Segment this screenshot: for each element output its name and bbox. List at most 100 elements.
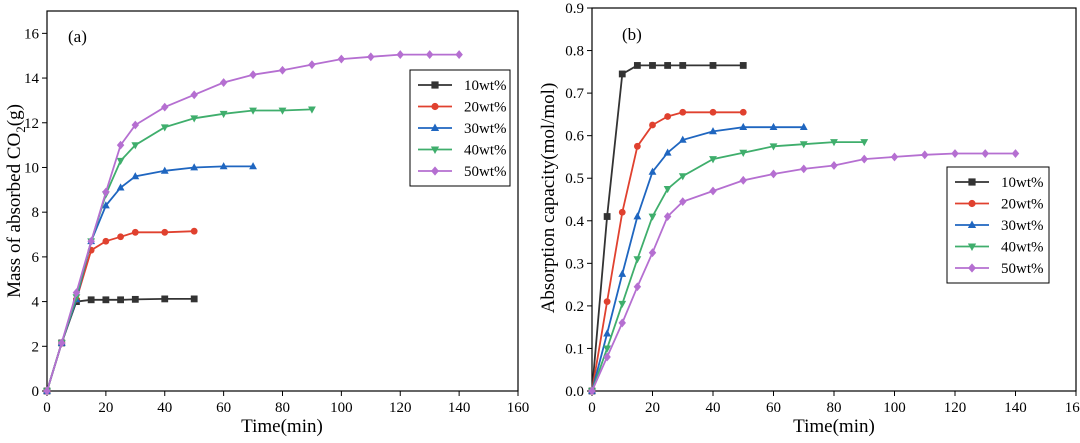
data-point-b-1-8 [739, 108, 747, 116]
data-point-a-3-7 [160, 124, 169, 132]
legend-label-b-4: 50wt% [1001, 261, 1044, 277]
data-point-a-4-11 [278, 65, 287, 75]
data-point-a-1-7 [161, 228, 169, 236]
data-point-b-2-7 [709, 127, 717, 135]
data-point-b-3-10 [799, 141, 808, 149]
data-point-b-4-14 [921, 150, 929, 160]
series-line-b-4 [591, 152, 1016, 392]
data-point-b-2-4 [648, 167, 657, 175]
legend-marker-b-2 [967, 220, 977, 229]
data-point-b-4-9 [769, 169, 778, 179]
y-tick-label-b-2: 0.2 [565, 299, 584, 315]
data-point-b-2-6 [678, 135, 687, 143]
data-point-b-3-12 [860, 139, 869, 147]
x-tick-label-b-2: 40 [706, 400, 721, 416]
data-point-a-4-8 [190, 90, 198, 100]
data-point-b-1-4 [649, 121, 656, 129]
data-point-b-4-0 [588, 386, 596, 396]
y-tick-label-a-8: 16 [24, 26, 40, 42]
data-point-a-0-5 [117, 296, 124, 304]
data-point-a-4-13 [337, 54, 346, 64]
data-point-a-4-10 [249, 70, 257, 80]
data-point-a-2-7 [160, 166, 169, 174]
data-point-b-1-2 [618, 208, 626, 216]
data-point-b-3-5 [663, 185, 672, 194]
legend-label-a-1: 20wt% [464, 100, 507, 116]
data-point-a-2-9 [219, 162, 228, 170]
y-tick-label-b-9: 0.9 [565, 1, 584, 17]
legend-marker-b-1 [968, 199, 976, 208]
data-point-a-4-7 [161, 102, 169, 112]
legend-label-a-4: 50wt% [464, 164, 507, 180]
series-line-a-3 [46, 108, 312, 392]
x-tick-label-a-6: 120 [389, 400, 412, 416]
legend-marker-a-1 [431, 102, 439, 111]
data-point-b-1-3 [633, 142, 641, 150]
x-tick-label-b-1: 20 [645, 400, 660, 416]
data-point-a-3-9 [219, 110, 228, 119]
legend-b: 10wt% 20wt% 30wt% 40wt% 50wt% [946, 166, 1050, 284]
data-point-b-0-2 [618, 70, 626, 78]
series-line-b-3 [591, 141, 865, 392]
data-point-b-4-4 [648, 248, 657, 258]
legend-label-a-2: 30wt% [464, 121, 507, 137]
data-point-b-2-1 [603, 329, 612, 337]
chart-panel-a: 0 20 40 60 80 100 120 140 160 0 2 4 6 8 10 12 14 16 (a) T… [4, 10, 529, 437]
y-tick-label-a-0: 0 [32, 384, 40, 400]
x-tick-label-a-5: 100 [330, 400, 353, 416]
data-point-b-2-8 [739, 122, 748, 131]
data-point-b-3-7 [709, 156, 717, 164]
series-line-a-1 [46, 230, 195, 392]
data-point-a-4-1 [57, 338, 66, 348]
data-point-b-1-6 [679, 108, 687, 116]
data-point-a-4-2 [72, 288, 81, 298]
data-point-b-2-10 [799, 122, 808, 131]
data-point-b-4-15 [951, 149, 959, 158]
axis-ticks-a: 0 20 40 60 80 100 120 140 160 0 2 4 6 8 10 12 14 16 [24, 26, 529, 416]
series-line-a-4 [46, 53, 460, 392]
y-tick-label-b-4: 0.4 [565, 214, 584, 230]
series-line-a-0 [46, 297, 195, 392]
data-point-b-2-2 [618, 269, 627, 277]
axis-ticks-b: 0 20 40 60 80 100 120 140 160 0.0 0.1 0.2 0.3 0.4 0.5 0… [565, 1, 1080, 416]
data-point-a-1-5 [117, 233, 124, 241]
data-point-b-2-5 [663, 148, 672, 156]
series-group-b [588, 62, 1020, 396]
y-tick-label-b-8: 0.8 [565, 44, 584, 60]
data-point-b-0-8 [739, 62, 747, 69]
series-group-a [43, 50, 463, 396]
data-point-a-3-6 [131, 142, 140, 150]
data-point-a-4-3 [87, 236, 95, 246]
legend-label-b-1: 20wt% [1001, 197, 1044, 213]
data-point-a-4-9 [219, 78, 228, 87]
data-point-b-4-5 [663, 212, 672, 221]
y-tick-label-a-4: 8 [32, 205, 40, 221]
x-tick-label-b-5: 100 [883, 400, 906, 416]
data-point-a-1-4 [102, 237, 110, 245]
x-tick-label-a-3: 60 [216, 400, 231, 416]
data-point-b-4-6 [679, 197, 687, 207]
x-tick-label-a-7: 140 [448, 400, 471, 416]
data-point-a-4-14 [367, 52, 375, 62]
data-point-b-4-2 [618, 318, 626, 328]
data-point-b-1-1 [603, 298, 611, 306]
y-tick-label-b-7: 0.7 [565, 86, 584, 102]
y-axis-label-a: Mass of absorbed CO2(g) [4, 104, 28, 298]
data-point-b-2-3 [633, 212, 642, 220]
data-point-b-4-11 [830, 161, 838, 170]
data-point-b-4-10 [800, 164, 808, 174]
data-point-b-4-12 [860, 154, 868, 164]
y-tick-label-b-3: 0.3 [565, 256, 584, 272]
legend-label-a-0: 10wt% [464, 78, 507, 94]
data-point-b-3-1 [603, 345, 612, 353]
data-point-a-4-6 [131, 120, 140, 130]
chart-panel-b: 0 20 40 60 80 100 120 140 160 0.0 0.1 0.2 0.3 0.4 0.5 0… [538, 1, 1080, 437]
y-axis-label-a-main: Mass of absorbed CO [4, 133, 25, 298]
data-point-b-0-5 [664, 62, 672, 69]
data-point-a-4-17 [455, 50, 463, 60]
legend-marker-a-2 [430, 123, 440, 132]
data-point-a-2-5 [116, 183, 125, 191]
data-point-a-0-8 [190, 295, 198, 303]
data-point-b-4-17 [1011, 149, 1020, 158]
